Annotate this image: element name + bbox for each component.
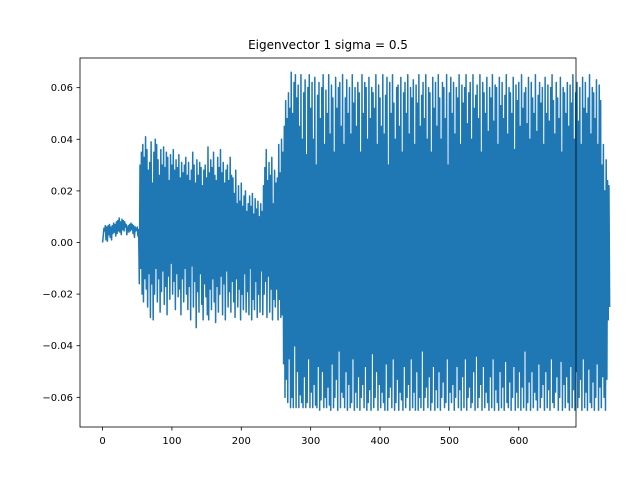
plot-area — [101, 71, 611, 411]
x-tick-label: 0 — [99, 436, 105, 447]
x-tick-label: 100 — [162, 436, 181, 447]
x-tick-label: 200 — [232, 436, 251, 447]
y-tick-label: 0.06 — [51, 83, 73, 94]
y-tick-label: 0.04 — [51, 135, 73, 146]
y-tick-label: 0.02 — [51, 186, 73, 197]
y-tick-label: −0.04 — [42, 341, 73, 352]
series-line — [101, 71, 611, 411]
y-tick-label: −0.06 — [42, 393, 73, 404]
y-tick-label: −0.02 — [42, 290, 73, 301]
x-tick-label: 300 — [301, 436, 320, 447]
x-axis: 0 100 200 300 400 500 600 — [99, 427, 528, 447]
axes-frame — [79, 57, 577, 428]
y-tick-label: 0.00 — [51, 238, 73, 249]
x-tick-label: 400 — [370, 436, 389, 447]
x-tick-label: 500 — [440, 436, 459, 447]
chart-title: Eigenvector 1 sigma = 0.5 — [248, 38, 408, 52]
x-tick-label: 600 — [509, 436, 528, 447]
y-axis: −0.06 −0.04 −0.02 0.00 0.02 0.04 0.06 — [42, 83, 80, 404]
